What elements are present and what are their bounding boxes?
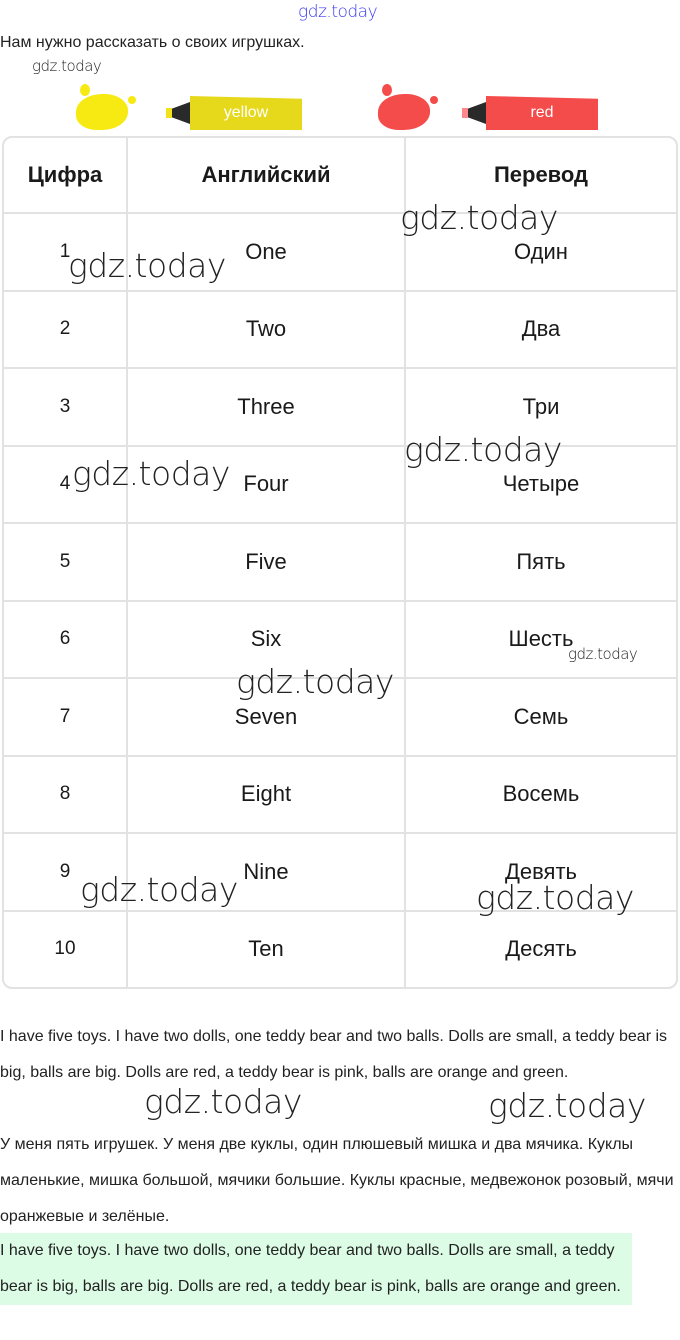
cell-english: Three — [128, 369, 406, 447]
table-row: 1 One Один — [4, 214, 676, 292]
numbers-table: Цифра Английский Перевод 1 One Один 2 Two Два… — [2, 136, 678, 989]
cell-english: Eight — [128, 756, 406, 834]
yellow-marker: yellow — [76, 84, 306, 134]
cell-translation: Один — [406, 214, 676, 292]
table-row: 2 Two Два — [4, 291, 676, 369]
cell-english: One — [128, 214, 406, 292]
watermark: gdz.today — [404, 430, 562, 469]
table-row: 8 Eight Восемь — [4, 756, 676, 834]
cell-translation: Девять — [406, 834, 676, 912]
english-paragraph: I have five toys. I have two dolls, one … — [0, 1028, 668, 1081]
table-row: 5 Five Пять — [4, 524, 676, 602]
table-row: 6 Six Шесть — [4, 601, 676, 679]
cell-translation: Два — [406, 292, 676, 369]
table-row: 3 Three Три — [4, 369, 676, 447]
cell-english: Six — [128, 601, 406, 679]
table-header-row: Цифра Английский Перевод — [4, 138, 676, 214]
table-row: 4 Four Четыре — [4, 446, 676, 524]
cell-translation: Десять — [505, 936, 577, 962]
cell-translation: Три — [406, 369, 676, 447]
highlighted-english-paragraph: I have five toys. I have two dolls, one … — [0, 1233, 632, 1305]
header-english: Английский — [128, 138, 406, 214]
cell-english: Seven — [128, 679, 406, 757]
cell-translation: Пять — [406, 524, 676, 602]
watermark: gdz.today — [32, 57, 102, 75]
red-highlighter-icon: red — [462, 96, 598, 130]
watermark: gdz.today — [568, 645, 638, 663]
cell-digit: 5 — [4, 524, 128, 602]
cell-digit: 6 — [4, 601, 128, 679]
cell-digit: 10 — [4, 911, 128, 987]
watermark: gdz.today — [68, 246, 226, 285]
intro-text: Нам нужно рассказать о своих игрушках. — [0, 34, 305, 51]
cell-digit: 2 — [4, 291, 128, 369]
cell-digit: 3 — [4, 369, 128, 447]
cell-english: Ten — [128, 911, 406, 987]
cell-digit: 9 — [4, 834, 128, 912]
cell-translation: Семь — [406, 679, 676, 757]
watermark: gdz.today — [236, 662, 394, 701]
cell-english: Five — [128, 524, 406, 602]
russian-paragraph: У меня пять игрушек. У меня две куклы, о… — [0, 1136, 674, 1225]
red-splash-icon — [378, 84, 438, 130]
cell-translation: Шесть — [406, 602, 676, 679]
red-marker: red — [378, 84, 608, 134]
watermark: gdz.today — [80, 870, 238, 909]
watermark: gdz.today — [476, 878, 634, 917]
marker-label-red: red — [486, 96, 598, 130]
header-translation: Перевод — [406, 138, 676, 214]
cell-digit: 1 — [4, 214, 128, 292]
yellow-splash-icon — [76, 84, 136, 130]
watermark: gdz.today — [298, 2, 378, 22]
header-digit: Цифра — [4, 138, 128, 214]
watermark: gdz.today — [72, 454, 230, 493]
table-row: 10 Ten Десять — [4, 911, 676, 987]
yellow-highlighter-icon: yellow — [166, 96, 302, 130]
marker-label-yellow: yellow — [190, 96, 302, 130]
cell-digit: 8 — [4, 756, 128, 834]
cell-english: Nine — [128, 834, 406, 912]
cell-digit: 4 — [4, 446, 128, 524]
watermark: gdz.today — [144, 1082, 302, 1121]
cell-translation: Восемь — [406, 757, 676, 834]
cell-english: Four — [128, 446, 406, 524]
cell-digit: 7 — [4, 679, 128, 757]
watermark: gdz.today — [400, 198, 558, 237]
watermark: gdz.today — [488, 1086, 646, 1125]
cell-english: Two — [128, 291, 406, 369]
table-row: 9 Nine Девять — [4, 834, 676, 912]
table-row: 7 Seven Семь — [4, 679, 676, 757]
cell-translation: Четыре — [406, 447, 676, 524]
